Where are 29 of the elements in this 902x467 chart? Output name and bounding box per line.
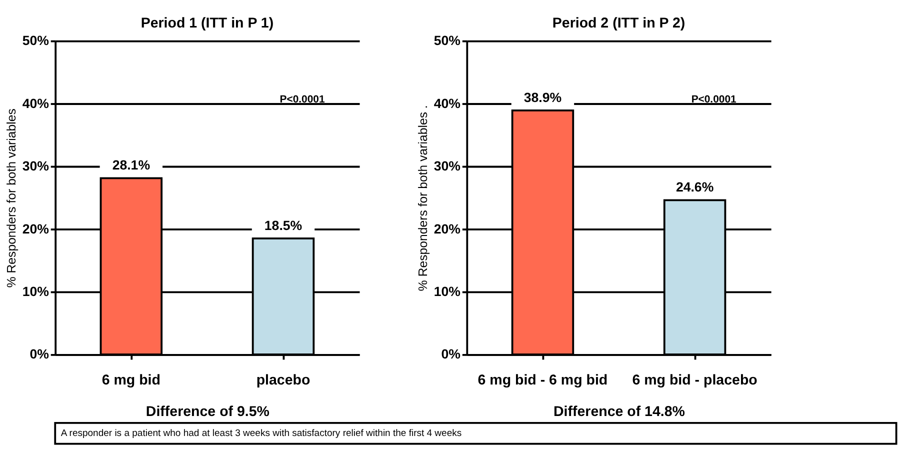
y-tick-label: 30% bbox=[434, 158, 461, 174]
y-tick-label: 50% bbox=[434, 33, 461, 48]
chart-title: Period 2 (ITT in P 2) bbox=[552, 16, 686, 32]
x-tick-label: 6 mg bid bbox=[102, 372, 160, 388]
data-label: 28.1% bbox=[112, 158, 150, 173]
y-tick-label: 10% bbox=[434, 284, 461, 300]
y-axis-title: % Responders for both variables bbox=[4, 108, 19, 288]
y-tick-label: 40% bbox=[22, 96, 50, 111]
y-tick-label: 0% bbox=[30, 346, 50, 362]
y-tick-label: 30% bbox=[22, 158, 50, 174]
x-tick-label: placebo bbox=[256, 372, 310, 388]
x-tick-label: 6 mg bid - 6 mg bid bbox=[478, 372, 608, 388]
data-label: 18.5% bbox=[264, 218, 302, 233]
y-tick-label: 10% bbox=[22, 284, 50, 300]
chart-title: Period 1 (ITT in P 1) bbox=[140, 16, 274, 32]
y-tick-label: 0% bbox=[441, 346, 461, 362]
annotation: P<0.0001 bbox=[691, 94, 736, 106]
y-tick-label: 40% bbox=[434, 96, 461, 111]
y-tick-label: 50% bbox=[22, 33, 50, 48]
y-tick-label: 20% bbox=[434, 221, 461, 236]
x-axis-title: Difference of 14.8% bbox=[554, 404, 686, 420]
x-axis-title: Difference of 9.5% bbox=[146, 404, 270, 420]
x-tick-label: 6 mg bid - placebo bbox=[632, 372, 758, 388]
text: A responder is a patient who had at least 3 weeks with satisfactory relief within the first 4 weeks bbox=[60, 428, 462, 440]
y-tick-label: 20% bbox=[22, 221, 50, 236]
data-label: 24.6% bbox=[676, 180, 714, 195]
data-label: 38.9% bbox=[524, 90, 562, 105]
y-axis-title: % Responders for both variables . bbox=[416, 105, 430, 292]
annotation: P<0.0001 bbox=[280, 94, 325, 106]
